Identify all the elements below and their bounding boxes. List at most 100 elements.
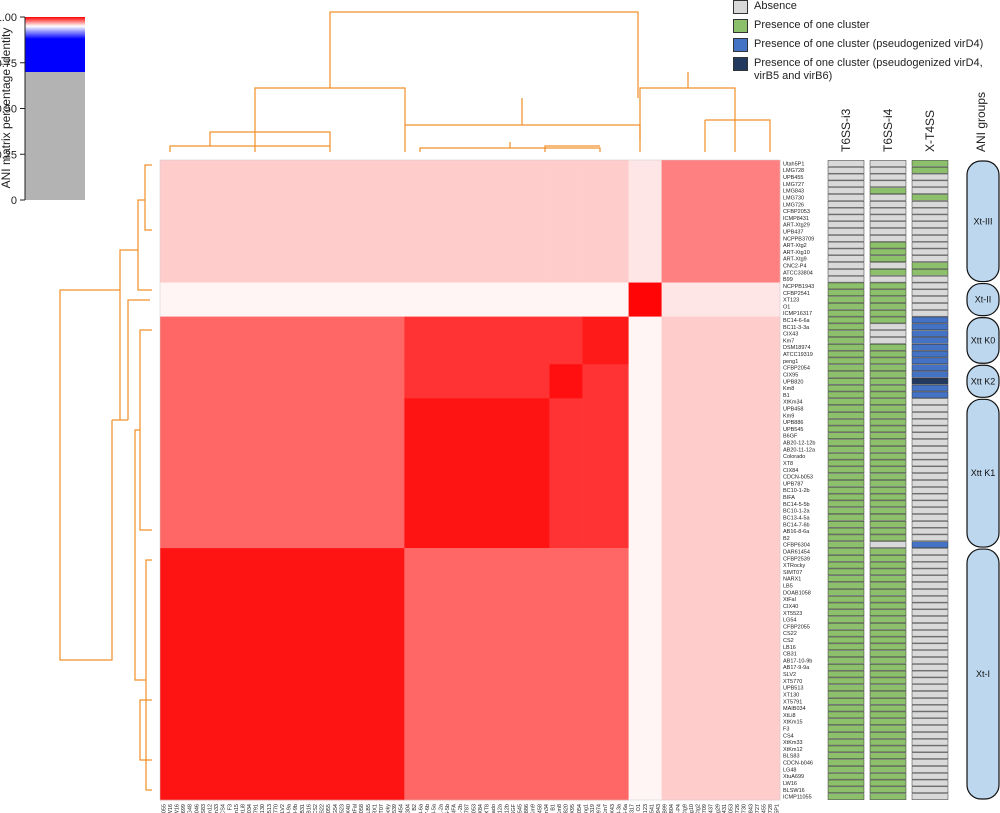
group-label: Xt-I bbox=[976, 669, 990, 679]
presence-cell bbox=[911, 711, 949, 719]
column-label: CFBP2055 bbox=[326, 804, 332, 813]
presence-cell bbox=[869, 711, 907, 719]
column-label: B1 bbox=[550, 804, 556, 811]
column-label: XtKm34 bbox=[544, 804, 550, 813]
presence-cell bbox=[911, 173, 949, 181]
presence-cell bbox=[869, 391, 907, 399]
presence-cell bbox=[869, 521, 907, 528]
row-label: BC10-1-2a bbox=[783, 509, 811, 515]
presence-cell bbox=[869, 541, 907, 548]
row-label: Km7 bbox=[783, 338, 794, 344]
row-label: CB31 bbox=[783, 652, 797, 658]
group-label: Xtt K2 bbox=[971, 376, 996, 386]
presence-cell bbox=[869, 289, 907, 297]
presence-cell bbox=[827, 432, 865, 439]
group-label: Xtt K1 bbox=[971, 468, 996, 478]
column-label: AB16-8-6a bbox=[419, 803, 425, 813]
colorbar-title: ANI matrix percentage identity bbox=[0, 28, 13, 189]
presence-cell bbox=[827, 738, 865, 746]
presence-cell bbox=[911, 602, 949, 610]
colorbar bbox=[25, 17, 85, 200]
presence-cell bbox=[911, 514, 949, 521]
heatmap-cell bbox=[582, 398, 629, 549]
presence-cell bbox=[911, 650, 949, 657]
row-label: DOAB1058 bbox=[783, 590, 811, 596]
presence-cell bbox=[911, 166, 949, 174]
row-label: B99 bbox=[783, 277, 793, 283]
presence-cell bbox=[827, 289, 865, 297]
column-label: LG54 bbox=[333, 804, 339, 813]
presence-cell bbox=[827, 766, 865, 773]
presence-cell bbox=[911, 201, 949, 208]
column-label: CS2 bbox=[313, 804, 319, 813]
presence-cell bbox=[869, 534, 907, 542]
presence-cell bbox=[827, 507, 865, 514]
presence-cell bbox=[827, 691, 865, 698]
presence-cell bbox=[827, 493, 865, 501]
gene-column-header: T6SS-i4 bbox=[881, 108, 895, 152]
column-label: UPB787 bbox=[465, 804, 471, 813]
presence-cell bbox=[911, 752, 949, 759]
heatmap-cell bbox=[582, 160, 629, 283]
presence-cell bbox=[827, 391, 865, 399]
row-label: B2 bbox=[783, 536, 790, 542]
heatmap-cell bbox=[549, 364, 583, 399]
row-label: UPB437 bbox=[783, 229, 804, 235]
presence-cell bbox=[911, 575, 949, 582]
presence-cell bbox=[911, 568, 949, 576]
row-label: XtuA699 bbox=[783, 774, 804, 780]
presence-cell bbox=[827, 732, 865, 739]
presence-cell bbox=[869, 241, 907, 249]
column-label: LMG726 bbox=[735, 804, 741, 813]
presence-cell bbox=[827, 602, 865, 610]
heatmap-cell bbox=[160, 160, 405, 283]
presence-cell bbox=[869, 316, 907, 324]
presence-cell bbox=[869, 698, 907, 705]
group-bracket bbox=[966, 160, 1000, 283]
presence-cell bbox=[827, 418, 865, 426]
presence-cell bbox=[827, 323, 865, 331]
heatmap-cell bbox=[160, 548, 405, 801]
column-label: BC13-4-5a bbox=[432, 803, 438, 813]
heatmap-cell bbox=[582, 316, 629, 365]
presence-cell bbox=[911, 391, 949, 399]
legend-label: Presence of one cluster (pseudogenized v… bbox=[754, 57, 983, 82]
column-label: ATCC19319 bbox=[590, 804, 596, 813]
presence-cell bbox=[869, 337, 907, 344]
column-label: XT123 bbox=[643, 804, 649, 813]
presence-cell bbox=[869, 303, 907, 310]
presence-cell bbox=[911, 493, 949, 501]
presence-cell bbox=[869, 160, 907, 167]
column-label: BC14-6-6a bbox=[623, 803, 629, 813]
presence-cell bbox=[869, 704, 907, 712]
presence-cell bbox=[911, 350, 949, 358]
row-label: F3 bbox=[783, 727, 789, 733]
presence-cell bbox=[827, 214, 865, 222]
presence-cell bbox=[869, 514, 907, 521]
presence-cell bbox=[827, 486, 865, 494]
presence-cell bbox=[827, 269, 865, 276]
presence-cell bbox=[911, 282, 949, 290]
presence-cell bbox=[827, 752, 865, 759]
presence-cell bbox=[869, 282, 907, 290]
presence-cell bbox=[827, 711, 865, 719]
presence-cell bbox=[827, 248, 865, 256]
row-label: ART-Xtg10 bbox=[783, 250, 810, 256]
presence-cell bbox=[911, 473, 949, 480]
row-label: UPB513 bbox=[783, 686, 804, 692]
heatmap-cell bbox=[582, 282, 629, 317]
heatmap-cell bbox=[549, 316, 583, 365]
presence-cell bbox=[869, 357, 907, 365]
presence-cell bbox=[869, 589, 907, 596]
column-label: XT5791 bbox=[254, 804, 260, 813]
row-label: XT5523 bbox=[783, 611, 802, 617]
column-label: XT8 bbox=[484, 804, 490, 813]
presence-cell bbox=[911, 432, 949, 439]
column-label: CDCN-b053 bbox=[471, 804, 477, 813]
presence-cell bbox=[869, 568, 907, 576]
column-label: peng1 bbox=[583, 804, 589, 813]
row-label: XtKm12 bbox=[783, 747, 803, 753]
presence-cell bbox=[911, 766, 949, 773]
heatmap-cell bbox=[661, 364, 781, 399]
row-label: MAIB034 bbox=[783, 706, 806, 712]
